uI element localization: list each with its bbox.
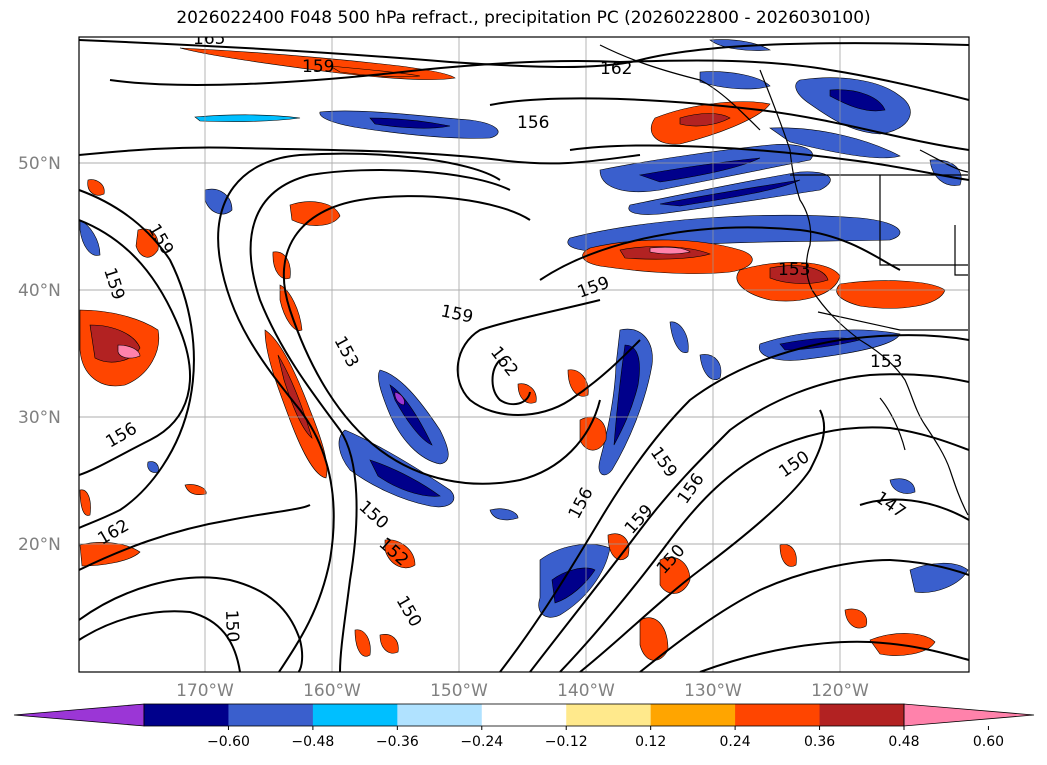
lon-label: 160°W xyxy=(303,681,361,701)
colorbar-swatch xyxy=(312,704,398,726)
colorbar-swatch xyxy=(650,704,736,726)
lon-label: 140°W xyxy=(557,681,615,701)
contour-label: 156 xyxy=(517,113,549,133)
lat-label: 20°N xyxy=(18,535,61,555)
colorbar-extend-low xyxy=(13,703,145,727)
lat-label: 40°N xyxy=(18,281,61,301)
lon-label: 150°W xyxy=(430,681,488,701)
lon-label: 120°W xyxy=(811,681,869,701)
colorbar: −0.60 −0.48 −0.36 −0.24 −0.12 0.12 0.24 0.36 0.4… xyxy=(13,703,1035,750)
colorbar-tick-label: 0.48 xyxy=(888,734,919,750)
colorbar-frame xyxy=(143,703,905,727)
colorbar-tick-label: 0.36 xyxy=(804,734,835,750)
refractivity-contours xyxy=(79,39,969,672)
lon-label: 170°W xyxy=(176,681,234,701)
colorbar-tick-label: −0.60 xyxy=(207,734,250,750)
colorbar-tick-label: −0.12 xyxy=(545,734,588,750)
colorbar-swatch xyxy=(228,704,314,726)
colorbar-swatch xyxy=(397,704,483,726)
lon-label: 130°W xyxy=(684,681,742,701)
colorbar-tick-label: 0.12 xyxy=(635,734,666,750)
lat-label: 50°N xyxy=(18,154,61,174)
colorbar-swatch xyxy=(566,704,652,726)
colorbar-swatch xyxy=(481,704,567,726)
contour-label: 153 xyxy=(778,260,810,280)
contour-label: 159 xyxy=(302,57,334,77)
contour-label: 165 xyxy=(193,29,225,49)
map-title: 2026022400 F048 500 hPa refract., precip… xyxy=(176,8,871,28)
map-plot-area: 165 159 162 156 159 159 159 159 153 162 … xyxy=(79,29,969,672)
contour-label: 150 xyxy=(221,609,242,642)
contour-label: 153 xyxy=(870,352,902,372)
contour-label: 162 xyxy=(600,59,632,79)
colorbar-tick-label: −0.24 xyxy=(460,734,503,750)
colorbar-tick-label: −0.36 xyxy=(376,734,419,750)
map-frame xyxy=(78,36,970,673)
longitude-labels: 170°W 160°W 150°W 140°W 130°W 120°W xyxy=(176,681,869,701)
colorbar-swatch xyxy=(144,704,229,726)
colorbar-swatch xyxy=(819,704,905,726)
colorbar-tick-label: −0.48 xyxy=(291,734,334,750)
colorbar-tick-label: 0.24 xyxy=(720,734,751,750)
lat-label: 30°N xyxy=(18,408,61,428)
colorbar-swatch xyxy=(735,704,821,726)
latitude-labels: 50°N 40°N 30°N 20°N xyxy=(18,154,61,555)
colorbar-tick-label: 0.60 xyxy=(973,734,1004,750)
colorbar-extend-high xyxy=(903,703,1035,727)
